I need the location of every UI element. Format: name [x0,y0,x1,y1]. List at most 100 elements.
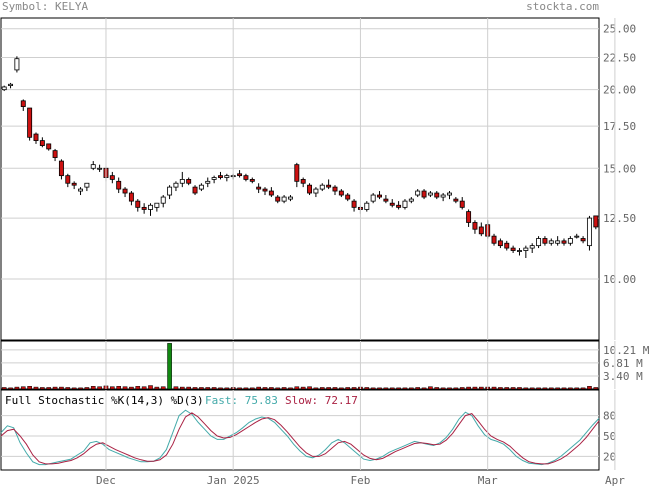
volume-bar [27,386,32,390]
volume-bar [466,386,471,390]
volume-bar [510,387,516,390]
volume-bar [491,386,497,390]
stochastic-tick-label: 20 [603,450,616,463]
price-tick-label: 25.00 [603,23,636,36]
candle-body [160,196,166,204]
volume-bar [275,387,281,390]
candle-body [27,107,33,138]
x-tick-label: Apr [605,474,625,486]
candle-body [332,186,338,192]
candle-body [536,238,542,247]
volume-bar [447,387,452,390]
volume-bar [561,387,567,390]
candle-body [440,194,446,198]
candle-body [529,245,535,249]
volume-bar [389,387,395,390]
stochastic-fast-label: Fast: 75.83 [205,394,278,407]
volume-bar [262,387,268,390]
volume-bar [179,386,185,390]
volume-bar [52,386,58,390]
candle-body [249,179,255,182]
volume-bar [20,386,26,390]
candle-body [58,160,64,177]
volume-panel: 10.21 M6.81 M3.40 M [0,340,650,390]
candle-body [116,180,122,190]
volume-bar [281,387,287,390]
x-tick-label: Dec [96,474,116,486]
volume-tick-label: 3.40 M [603,370,643,383]
volume-bar [122,386,128,390]
candle-body [523,247,529,251]
volume-bar [218,387,223,390]
candle-body [402,200,408,208]
candle-body [561,240,567,244]
price-tick-label: 17.50 [603,120,636,133]
volume-bar [173,386,179,390]
volume-bar [8,387,13,390]
volume-bar [396,387,401,390]
volume-frame [0,340,600,390]
candle-body [179,179,185,184]
candle-body [300,179,306,184]
volume-bar [523,387,529,390]
volume-bar [402,387,408,390]
candle-body [71,182,77,186]
candle-body [517,250,522,252]
candle-body [313,188,319,194]
candle-body [65,175,71,184]
volume-bar [97,386,102,390]
volume-bar [160,386,166,390]
x-tick-label: Feb [350,474,370,486]
stochastic-slow-label: Slow: 72.17 [285,394,358,407]
volume-bar [345,387,351,390]
volume-bar [269,387,274,390]
candle-body [593,215,599,228]
candle-body [478,226,484,235]
volume-bar [211,387,217,390]
volume-bar [428,386,433,390]
candle-body [192,186,198,194]
candle-body [46,143,52,150]
candle-body [586,217,592,247]
candle-body [173,182,179,188]
candle-body [275,196,281,202]
volume-bar [256,386,261,390]
stochastic-tick-label: 80 [603,410,616,423]
candle-body [33,133,39,141]
candle-body [20,100,26,107]
volume-bar [472,386,478,390]
candle-body [472,222,478,230]
volume-bar [141,386,147,390]
candle-body [580,238,586,242]
volume-bar [377,387,382,390]
volume-bar [192,387,198,390]
volume-bar [421,387,427,390]
candle-body [504,242,510,249]
candle-body [383,198,389,202]
volume-bar [555,387,560,390]
volume-bar [116,386,122,390]
candle-body [548,240,554,244]
volume-bar [307,386,312,390]
volume-bar [288,387,293,390]
candle-body [122,188,128,194]
volume-bar [440,387,446,390]
candle-body [52,150,58,158]
volume-bar [249,387,255,390]
volume-bar [593,387,599,390]
site-label[interactable]: stockta.com [526,0,599,13]
volume-bar [129,386,134,390]
volume-bar [319,387,325,390]
candle-body [1,86,7,91]
volume-bar [415,387,421,390]
volume-bar [383,387,389,390]
volume-bar [529,387,535,390]
volume-bar [326,387,331,390]
candle-body [427,192,433,196]
candle-body [415,190,421,196]
candle-body [109,175,115,180]
candle-body [211,177,217,180]
volume-bar [568,387,573,390]
volume-bar [574,387,580,390]
candle-body [262,188,268,192]
